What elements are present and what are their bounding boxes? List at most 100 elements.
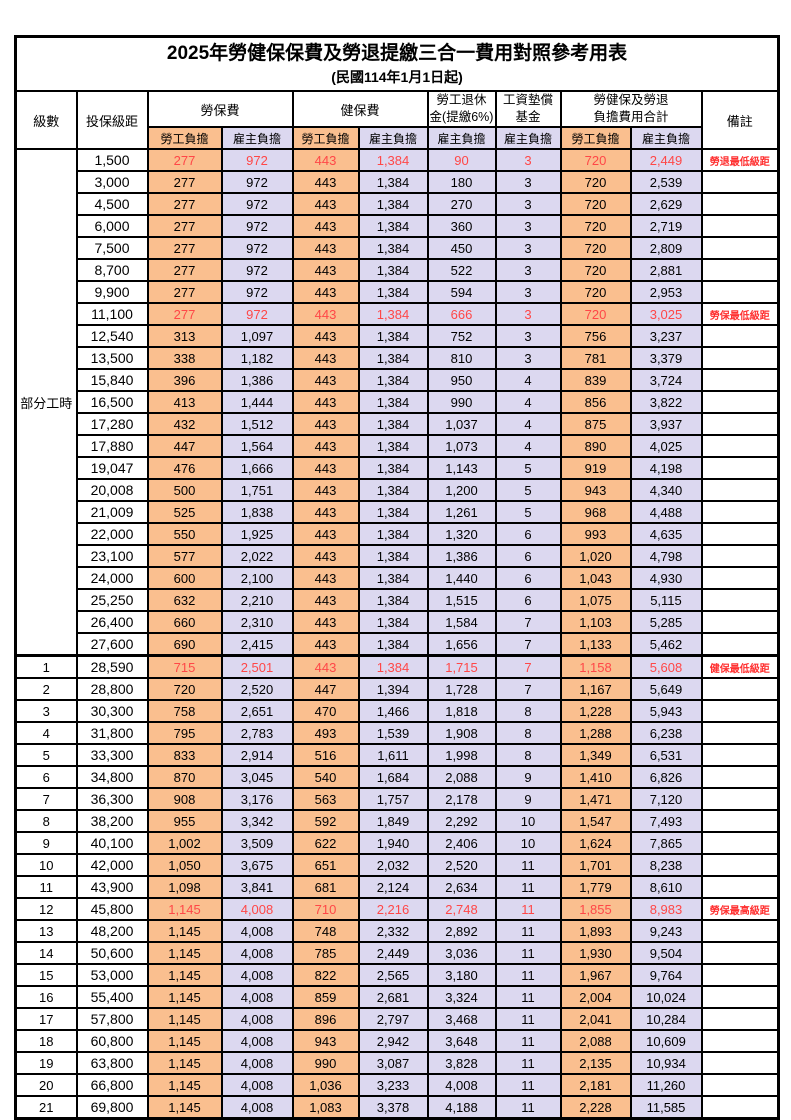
fee-cell: 856 bbox=[559, 390, 632, 414]
note-cell: 健保最低級距 bbox=[700, 654, 780, 679]
fee-cell: 1,384 bbox=[357, 170, 429, 194]
fee-cell: 1,849 bbox=[357, 809, 429, 833]
note-cell bbox=[700, 478, 780, 502]
fee-cell: 2,942 bbox=[357, 1029, 429, 1053]
bracket-cell: 13,500 bbox=[75, 346, 149, 370]
fee-cell: 720 bbox=[146, 677, 223, 701]
table-row: 6 34,800 870 3,045 540 1,684 2,088 9 1,410 6,826 bbox=[14, 765, 780, 789]
level-cell: 1 bbox=[14, 654, 78, 679]
fee-cell: 1,384 bbox=[357, 192, 429, 216]
fee-cell: 1,384 bbox=[357, 412, 429, 436]
table-row: 4,500 277 972 443 1,384 270 3 720 2,629 bbox=[16, 192, 780, 216]
fee-cell: 10,609 bbox=[629, 1029, 703, 1053]
fee-cell: 540 bbox=[291, 765, 360, 789]
fee-cell: 1,182 bbox=[220, 346, 294, 370]
note-cell bbox=[700, 522, 780, 546]
fee-cell: 8 bbox=[494, 699, 562, 723]
fee-cell: 1,386 bbox=[426, 544, 497, 568]
fee-cell: 720 bbox=[559, 192, 632, 216]
level-cell: 15 bbox=[14, 963, 78, 987]
fee-cell: 972 bbox=[220, 236, 294, 260]
table-row: 3 30,300 758 2,651 470 1,466 1,818 8 1,228 5,943 bbox=[14, 699, 780, 723]
bracket-cell: 50,600 bbox=[75, 941, 149, 965]
fee-cell: 972 bbox=[220, 302, 294, 326]
table-row: 10 42,000 1,050 3,675 651 2,032 2,520 11 1,701 8,… bbox=[14, 853, 780, 877]
fee-cell: 3 bbox=[494, 170, 562, 194]
fee-cell: 2,809 bbox=[629, 236, 703, 260]
fee-cell: 1,779 bbox=[559, 875, 632, 899]
table-row: 14 50,600 1,145 4,008 785 2,449 3,036 11 1,930 9,… bbox=[14, 941, 780, 965]
fee-cell: 1,967 bbox=[559, 963, 632, 987]
fee-cell: 2,520 bbox=[220, 677, 294, 701]
bracket-cell: 28,800 bbox=[75, 677, 149, 701]
fee-cell: 4,008 bbox=[220, 941, 294, 965]
fee-cell: 11 bbox=[494, 897, 562, 921]
fee-cell: 720 bbox=[559, 170, 632, 194]
fee-cell: 1,751 bbox=[220, 478, 294, 502]
fee-cell: 1,666 bbox=[220, 456, 294, 480]
fee-cell: 1,818 bbox=[426, 699, 497, 723]
table-row: 24,000 600 2,100 443 1,384 1,440 6 1,043 4,930 bbox=[16, 566, 780, 590]
fee-cell: 720 bbox=[559, 302, 632, 326]
fee-cell: 1,701 bbox=[559, 853, 632, 877]
bracket-cell: 60,800 bbox=[75, 1029, 149, 1053]
bracket-cell: 9,900 bbox=[75, 280, 149, 304]
fee-cell: 4,008 bbox=[220, 1051, 294, 1075]
note-cell bbox=[700, 963, 780, 987]
fee-cell: 8,983 bbox=[629, 897, 703, 921]
fee-cell: 2,022 bbox=[220, 544, 294, 568]
fee-cell: 10,284 bbox=[629, 1007, 703, 1031]
fee-cell: 839 bbox=[559, 368, 632, 392]
fee-cell: 955 bbox=[146, 809, 223, 833]
table-row: 11,100 277 972 443 1,384 666 3 720 3,025 勞保最低級距 bbox=[16, 302, 780, 326]
fee-cell: 11 bbox=[494, 853, 562, 877]
fee-cell: 447 bbox=[291, 677, 360, 701]
fee-cell: 11 bbox=[494, 1007, 562, 1031]
fee-cell: 493 bbox=[291, 721, 360, 745]
fee-cell: 2,415 bbox=[220, 632, 294, 657]
fee-cell: 5 bbox=[494, 478, 562, 502]
bracket-cell: 63,800 bbox=[75, 1051, 149, 1075]
fee-cell: 1,757 bbox=[357, 787, 429, 811]
col-header-pension: 勞工退休 金(提繳6%) bbox=[426, 90, 497, 128]
level-cell: 5 bbox=[14, 743, 78, 767]
header-sub-row: 勞工負擔 雇主負擔 勞工負擔 雇主負擔 雇主負擔 雇主負擔 勞工負擔 雇主負擔 bbox=[16, 126, 779, 150]
fee-cell: 443 bbox=[291, 434, 360, 458]
fee-cell: 443 bbox=[291, 544, 360, 568]
fee-cell: 1,384 bbox=[357, 346, 429, 370]
note-cell bbox=[700, 699, 780, 723]
table-row: 12 45,800 1,145 4,008 710 2,216 2,748 11 1,855 8,… bbox=[14, 897, 780, 921]
pension-label-line1: 勞工退休 bbox=[436, 93, 487, 107]
bracket-cell: 53,000 bbox=[75, 963, 149, 987]
bracket-cell: 42,000 bbox=[75, 853, 149, 877]
fee-cell: 443 bbox=[291, 368, 360, 392]
fee-cell: 1,384 bbox=[357, 390, 429, 414]
fee-cell: 6,238 bbox=[629, 721, 703, 745]
fee-cell: 1,384 bbox=[357, 302, 429, 326]
fee-cell: 10,024 bbox=[629, 985, 703, 1009]
table-row: 5 33,300 833 2,914 516 1,611 1,998 8 1,349 6,531 bbox=[14, 743, 780, 767]
level-cell: 17 bbox=[14, 1007, 78, 1031]
fee-cell: 443 bbox=[291, 632, 360, 657]
col-header-wage-fund: 工資墊償 基金 bbox=[494, 90, 562, 128]
fee-cell: 2,501 bbox=[220, 654, 294, 679]
fee-cell: 476 bbox=[146, 456, 223, 480]
fee-cell: 1,893 bbox=[559, 919, 632, 943]
fee-cell: 2,088 bbox=[426, 765, 497, 789]
fee-cell: 1,145 bbox=[146, 1007, 223, 1031]
bracket-cell: 38,200 bbox=[75, 809, 149, 833]
table-row: 3,000 277 972 443 1,384 180 3 720 2,539 bbox=[16, 170, 780, 194]
fee-cell: 1,228 bbox=[559, 699, 632, 723]
fee-cell: 2,210 bbox=[220, 588, 294, 612]
note-cell bbox=[700, 1007, 780, 1031]
fee-cell: 4,008 bbox=[220, 1007, 294, 1031]
fee-cell: 4,488 bbox=[629, 500, 703, 524]
fee-cell: 7,493 bbox=[629, 809, 703, 833]
fee-cell: 4,198 bbox=[629, 456, 703, 480]
fee-cell: 3,648 bbox=[426, 1029, 497, 1053]
fee-cell: 972 bbox=[220, 192, 294, 216]
fee-cell: 1,145 bbox=[146, 1051, 223, 1075]
fee-cell: 4 bbox=[494, 412, 562, 436]
fee-cell: 3,324 bbox=[426, 985, 497, 1009]
bracket-cell: 40,100 bbox=[75, 831, 149, 855]
